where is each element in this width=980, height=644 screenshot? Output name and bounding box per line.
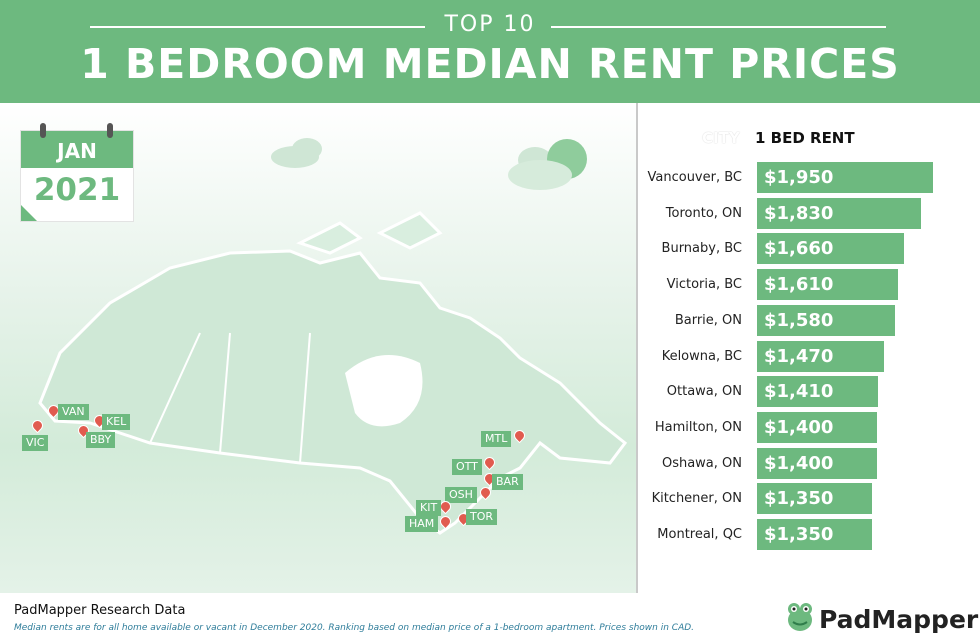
padmapper-frog-icon — [788, 603, 812, 631]
hudson-bay — [345, 355, 423, 427]
date-calendar: JAN 2021 — [21, 123, 133, 221]
calendar-year: 2021 — [33, 172, 121, 208]
rent-value-label: $1,950 — [764, 167, 834, 188]
header-rule-right — [551, 26, 886, 28]
header-banner: TOP 10 1 BEDROOM MEDIAN RENT PRICES — [0, 0, 980, 103]
canada-landmass — [38, 249, 628, 535]
rent-bar — [757, 411, 878, 443]
map-label-bby: BBY — [86, 432, 116, 448]
city-label: Victoria, BC — [666, 277, 742, 293]
map-label-mtl: MTL — [481, 431, 512, 447]
map-label-bar: BAR — [492, 474, 523, 490]
city-label: Vancouver, BC — [647, 170, 743, 185]
city-label: Oshawa, ON — [661, 455, 742, 471]
rent-bar — [757, 340, 885, 372]
brand-name: PadMapper — [819, 605, 979, 634]
calendar-fold — [21, 205, 37, 221]
rent-bar — [757, 269, 899, 301]
panel-divider — [636, 103, 638, 593]
map-label-kit: KIT — [416, 500, 442, 516]
rent-bar — [757, 447, 878, 479]
map-label-osh: OSH — [445, 487, 477, 503]
rent-bar — [757, 162, 933, 193]
map-label-ott: OTT — [452, 459, 482, 475]
calendar-ring-icon — [107, 123, 113, 138]
province-borders — [149, 332, 311, 464]
header-subtitle: TOP 10 — [444, 12, 536, 37]
column-header-rent: 1 BED RENT — [755, 129, 855, 147]
map-label-kel: KEL — [102, 414, 131, 430]
city-label: Hamilton, ON — [654, 419, 742, 435]
rent-bar — [757, 376, 879, 408]
rent-value-label: $1,660 — [764, 238, 834, 260]
city-label: Montreal, QC — [657, 527, 742, 542]
city-label: Kelowna, BC — [661, 348, 742, 364]
rent-bar — [757, 233, 904, 265]
column-header-city: CITY — [702, 129, 740, 147]
rent-bar — [757, 519, 872, 550]
calendar-ring-icon — [40, 123, 46, 138]
rent-value-label: $1,410 — [764, 381, 834, 403]
city-label: Ottawa, ON — [666, 384, 742, 400]
rent-value-label: $1,350 — [764, 524, 834, 545]
header-rule-left — [90, 26, 425, 28]
map-label-van: VAN — [58, 404, 89, 420]
arctic-islands — [296, 211, 443, 255]
rent-value-label: $1,580 — [764, 309, 834, 331]
footer-note: Median rents are for all home available … — [14, 623, 695, 633]
rent-value-label: $1,610 — [764, 274, 834, 296]
map-label-vic: VIC — [22, 435, 49, 451]
rent-value-label: $1,830 — [764, 202, 834, 224]
rent-bar — [757, 197, 921, 229]
map-label-ham: HAM — [405, 516, 439, 532]
footer-title: PadMapper Research Data — [14, 603, 186, 618]
rent-value-label: $1,470 — [764, 345, 834, 367]
rent-value-label: $1,400 — [764, 416, 834, 438]
city-label: Barrie, ON — [674, 312, 742, 328]
rent-value-label: $1,400 — [764, 452, 834, 474]
map-label-tor: TOR — [466, 509, 498, 525]
rent-bar — [757, 304, 896, 336]
rent-value-label: $1,350 — [764, 488, 834, 510]
calendar-month: JAN — [21, 131, 133, 168]
rent-bar — [757, 483, 872, 515]
city-label: Burnaby, BC — [661, 241, 742, 257]
header-title: 1 BEDROOM MEDIAN RENT PRICES — [80, 40, 900, 88]
city-label: Toronto, ON — [665, 205, 742, 221]
city-label: Kitchener, ON — [651, 491, 742, 507]
